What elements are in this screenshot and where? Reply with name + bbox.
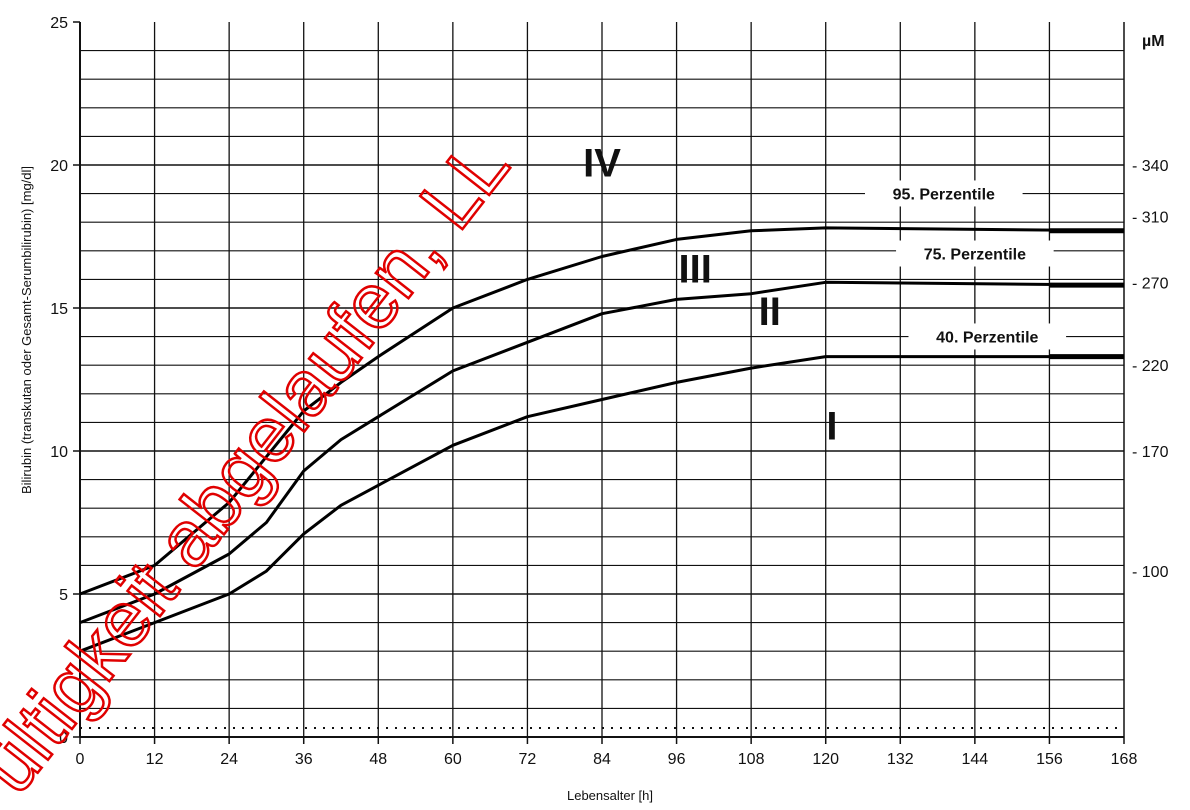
right-axis-tick-label: - 310 [1132, 209, 1169, 226]
y-axis-label: Bilirubin (transkutan oder Gesamt-Serumb… [19, 166, 34, 494]
grid [80, 22, 1124, 737]
watermark: ültigkeit abgelaufen, LL [0, 122, 525, 808]
x-tick-label: 120 [812, 751, 839, 768]
x-axis-label: Lebensalter [h] [567, 788, 653, 803]
right-axis-tick-label: - 220 [1132, 358, 1169, 375]
x-tick-label: 84 [593, 751, 611, 768]
x-tick-label: 108 [738, 751, 765, 768]
axes: 0 5 10 15 20 25 0 12 24 36 48 60 72 84 96 108 120 132 144 1… [50, 15, 1168, 768]
x-tick-label: 72 [519, 751, 537, 768]
x-tick-label: 168 [1111, 751, 1138, 768]
x-tick-label: 36 [295, 751, 313, 768]
x-tick-label: 96 [668, 751, 686, 768]
x-tick-label: 24 [220, 751, 238, 768]
series-label-background [908, 323, 1067, 350]
y-tick-label: 0 [59, 730, 68, 747]
x-tick-label: 48 [369, 751, 387, 768]
labels: 95. Perzentile 75. Perzentile 40. Perzenti… [583, 141, 1067, 449]
right-axis-tick-label: - 270 [1132, 275, 1169, 292]
zone-label: III [679, 247, 712, 291]
zone-label: IV [583, 141, 621, 185]
series-label: 75. Perzentile [924, 247, 1026, 264]
x-tick-label: 156 [1036, 751, 1063, 768]
x-tick-label: 60 [444, 751, 462, 768]
y-tick-label: 10 [50, 444, 68, 461]
percentile-curve [79, 280, 1125, 625]
y-tick-label: 5 [59, 587, 68, 604]
right-axis-tick-label: - 340 [1132, 158, 1169, 175]
percentile-curve [79, 355, 1124, 653]
x-tick-label: 132 [887, 751, 914, 768]
y-tick-label: 20 [50, 158, 68, 175]
x-tick-label: 12 [146, 751, 164, 768]
right-axis-tick-label: - 170 [1132, 444, 1169, 461]
y-tick-label: 25 [50, 15, 68, 32]
y-tick-label: 15 [50, 301, 68, 318]
right-axis-unit: µM [1142, 33, 1165, 50]
series-label: 40. Perzentile [936, 329, 1038, 346]
series-label-background [864, 180, 1023, 207]
series-label-background [896, 240, 1054, 267]
zone-label: II [759, 290, 781, 334]
series-label: 95. Perzentile [893, 186, 995, 203]
zone-label: I [826, 405, 837, 449]
x-tick-label: 144 [962, 751, 989, 768]
percentile-curve [79, 226, 1125, 596]
right-axis-tick-label: - 100 [1132, 564, 1169, 581]
x-tick-label: 0 [76, 751, 85, 768]
percentile-curves [79, 226, 1125, 653]
